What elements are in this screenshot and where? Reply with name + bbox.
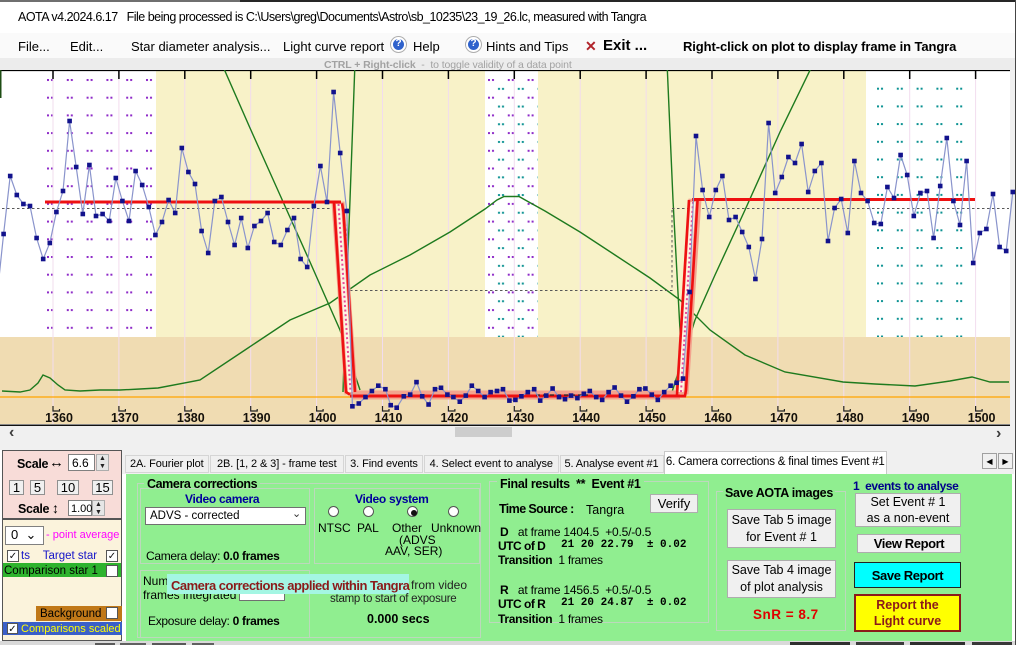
svg-text:1380: 1380 bbox=[177, 411, 205, 425]
svg-text:1430: 1430 bbox=[506, 411, 534, 425]
svg-text:1420: 1420 bbox=[440, 411, 468, 425]
svg-text:1480: 1480 bbox=[836, 411, 864, 425]
svg-text:1500: 1500 bbox=[968, 411, 996, 425]
svg-text:1400: 1400 bbox=[309, 411, 337, 425]
svg-text:1460: 1460 bbox=[704, 411, 732, 425]
svg-text:1390: 1390 bbox=[243, 411, 271, 425]
svg-text:1470: 1470 bbox=[770, 411, 798, 425]
svg-text:1440: 1440 bbox=[572, 411, 600, 425]
svg-text:1450: 1450 bbox=[638, 411, 666, 425]
svg-text:1360: 1360 bbox=[45, 411, 73, 425]
svg-text:1370: 1370 bbox=[111, 411, 139, 425]
svg-text:1490: 1490 bbox=[902, 411, 930, 425]
svg-text:1410: 1410 bbox=[375, 411, 403, 425]
